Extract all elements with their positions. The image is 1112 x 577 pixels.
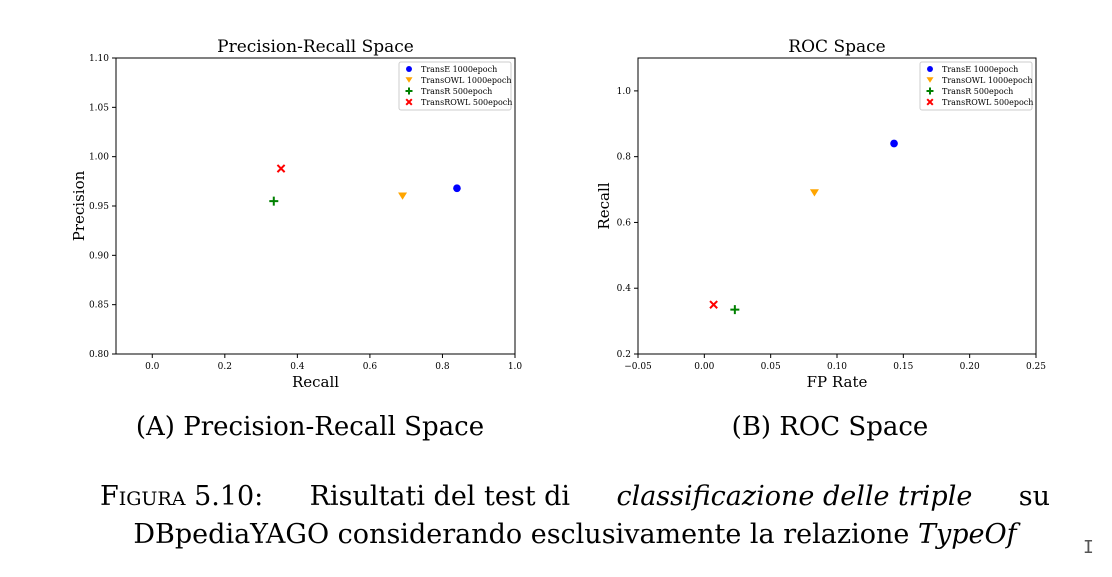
subcaption-b-text: ROC Space <box>779 412 929 442</box>
data-point <box>709 300 718 309</box>
x-tick-label: −0.05 <box>624 362 652 372</box>
subcaption-a-letter: (A) <box>135 412 175 442</box>
figure-caption: Figura 5.10: Risultati del test di class… <box>100 478 1050 554</box>
data-point <box>453 184 461 193</box>
caption-line-2-text: DBpediaYAGO considerando esclusivamente … <box>133 519 910 550</box>
y-tick-label: 0.95 <box>89 202 109 212</box>
caption-part-2: su <box>1018 481 1050 512</box>
y-tick-label: 1.05 <box>89 103 109 113</box>
text-cursor-icon: I <box>1083 537 1094 558</box>
legend-entry: TransROWL 500epoch <box>942 98 1033 107</box>
legend-entry: TransR 500epoch <box>942 87 1013 96</box>
legend-marker <box>405 98 413 106</box>
roc-chart: ROC Space −0.05 0.00 0.05 0.10 0.15 0.20 0.25 0.… <box>595 37 1046 391</box>
legend-box <box>398 61 512 111</box>
subcaption-b: (B) ROC Space <box>590 412 1070 442</box>
x-axis-label: Recall <box>292 373 339 391</box>
y-tick-label: 1.10 <box>89 54 109 64</box>
data-point <box>890 139 898 148</box>
legend-marker <box>926 98 934 106</box>
data-point <box>269 196 279 206</box>
chart-title: ROC Space <box>788 37 885 57</box>
y-tick-label: 0.6 <box>617 218 632 228</box>
precision-recall-chart: Precision-Recall Space 0.0 0.2 0.4 0.6 0.8 1.0… <box>70 37 523 391</box>
y-tick-label: 0.4 <box>617 284 632 294</box>
legend-entry: TransR 500epoch <box>421 87 492 96</box>
x-tick-label: 0.10 <box>827 362 847 372</box>
data-point <box>730 305 740 315</box>
data-point <box>276 164 286 173</box>
x-tick-label: 0.2 <box>218 362 232 372</box>
caption-emph-1: classificazione delle triple <box>616 481 973 512</box>
y-tick-label: 0.2 <box>617 350 631 360</box>
data-point <box>809 189 819 197</box>
y-tick-label: 0.85 <box>89 301 109 311</box>
x-tick-label: 1.0 <box>508 362 523 372</box>
x-tick-label: 0.0 <box>145 362 160 372</box>
x-tick-label: 0.20 <box>960 362 980 372</box>
x-tick-label: 0.4 <box>290 362 305 372</box>
legend-marker <box>926 87 934 95</box>
y-tick-label: 0.90 <box>89 251 109 261</box>
y-tick-label: 0.8 <box>617 153 632 163</box>
x-tick-label: 0.6 <box>363 362 378 372</box>
caption-part-1: Risultati del test di <box>309 481 571 512</box>
legend-marker <box>926 77 934 83</box>
subcaption-a-text: Precision-Recall Space <box>183 412 485 442</box>
figure-number: 5.10: <box>194 481 264 512</box>
y-tick-label: 1.00 <box>89 153 109 163</box>
legend-marker <box>927 66 933 72</box>
figure-caption-line-2: DBpediaYAGO considerando esclusivamente … <box>100 516 1050 554</box>
legend-box <box>919 61 1033 111</box>
subcaption-b-letter: (B) <box>731 412 772 442</box>
legend-entry: TransOWL 1000epoch <box>421 76 512 85</box>
subcaption-a: (A) Precision-Recall Space <box>60 412 560 442</box>
figure-label: Figura <box>100 481 186 512</box>
figure-caption-line-1: Figura 5.10: Risultati del test di class… <box>100 478 1050 516</box>
caption-emph-2: TypeOf <box>917 519 1017 550</box>
x-tick-label: 0.8 <box>435 362 450 372</box>
x-tick-label: 0.25 <box>1026 362 1046 372</box>
y-tick-label: 1.0 <box>617 87 632 97</box>
legend-entry: TransOWL 1000epoch <box>942 76 1033 85</box>
data-point <box>398 192 408 200</box>
legend-entry: TransE 1000epoch <box>942 65 1018 74</box>
y-axis-label: Recall <box>595 182 613 229</box>
x-tick-label: 0.05 <box>761 362 781 372</box>
chart-title: Precision-Recall Space <box>217 37 414 57</box>
y-tick-label: 0.80 <box>89 350 109 360</box>
legend-entry: TransE 1000epoch <box>421 65 497 74</box>
y-axis-label: Precision <box>70 170 88 241</box>
legend-marker <box>405 87 413 95</box>
x-tick-label: 0.00 <box>694 362 714 372</box>
legend-marker <box>406 66 412 72</box>
legend-marker <box>405 77 413 83</box>
legend-entry: TransROWL 500epoch <box>421 98 512 107</box>
x-tick-label: 0.15 <box>893 362 913 372</box>
x-axis-label: FP Rate <box>807 373 868 391</box>
